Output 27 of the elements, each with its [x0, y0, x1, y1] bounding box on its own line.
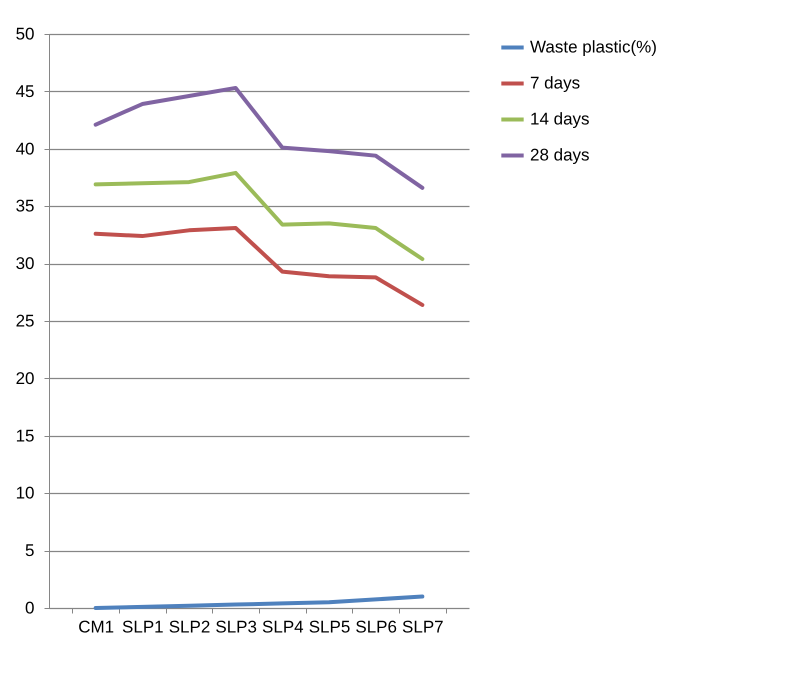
- y-tick-label: 35: [16, 196, 34, 216]
- x-tick-label: SLP4: [262, 618, 304, 636]
- x-tick-label: SLP3: [215, 618, 257, 636]
- line-series: [94, 226, 424, 307]
- x-tick-label: SLP7: [402, 618, 444, 636]
- y-tick-label: 20: [16, 368, 34, 388]
- y-tick-label: 25: [16, 312, 34, 330]
- legend-label: 28 days: [530, 146, 590, 164]
- legend-label: 7 days: [530, 74, 580, 92]
- y-tick-label: 5: [25, 541, 34, 560]
- y-tick-label: 15: [16, 426, 34, 446]
- x-tick-label: SLP2: [168, 618, 210, 636]
- x-tick-label: CM1: [78, 618, 114, 636]
- x-tick-label: SLP1: [122, 618, 164, 636]
- x-tick-label: SLP6: [355, 618, 397, 636]
- x-tick-label: SLP5: [308, 618, 350, 636]
- y-tick-label: 40: [16, 139, 34, 158]
- y-tick-label: 50: [16, 24, 34, 44]
- legend-label: 14 days: [530, 110, 590, 128]
- y-tick-label: 10: [16, 484, 34, 503]
- line-series: [94, 594, 424, 610]
- legend-label: Waste plastic(%): [530, 38, 657, 56]
- y-tick-label: 45: [16, 82, 34, 101]
- line-series: [94, 170, 424, 262]
- line-series: [94, 86, 424, 190]
- y-tick-label: 0: [25, 598, 34, 618]
- y-tick-label: 30: [16, 254, 34, 274]
